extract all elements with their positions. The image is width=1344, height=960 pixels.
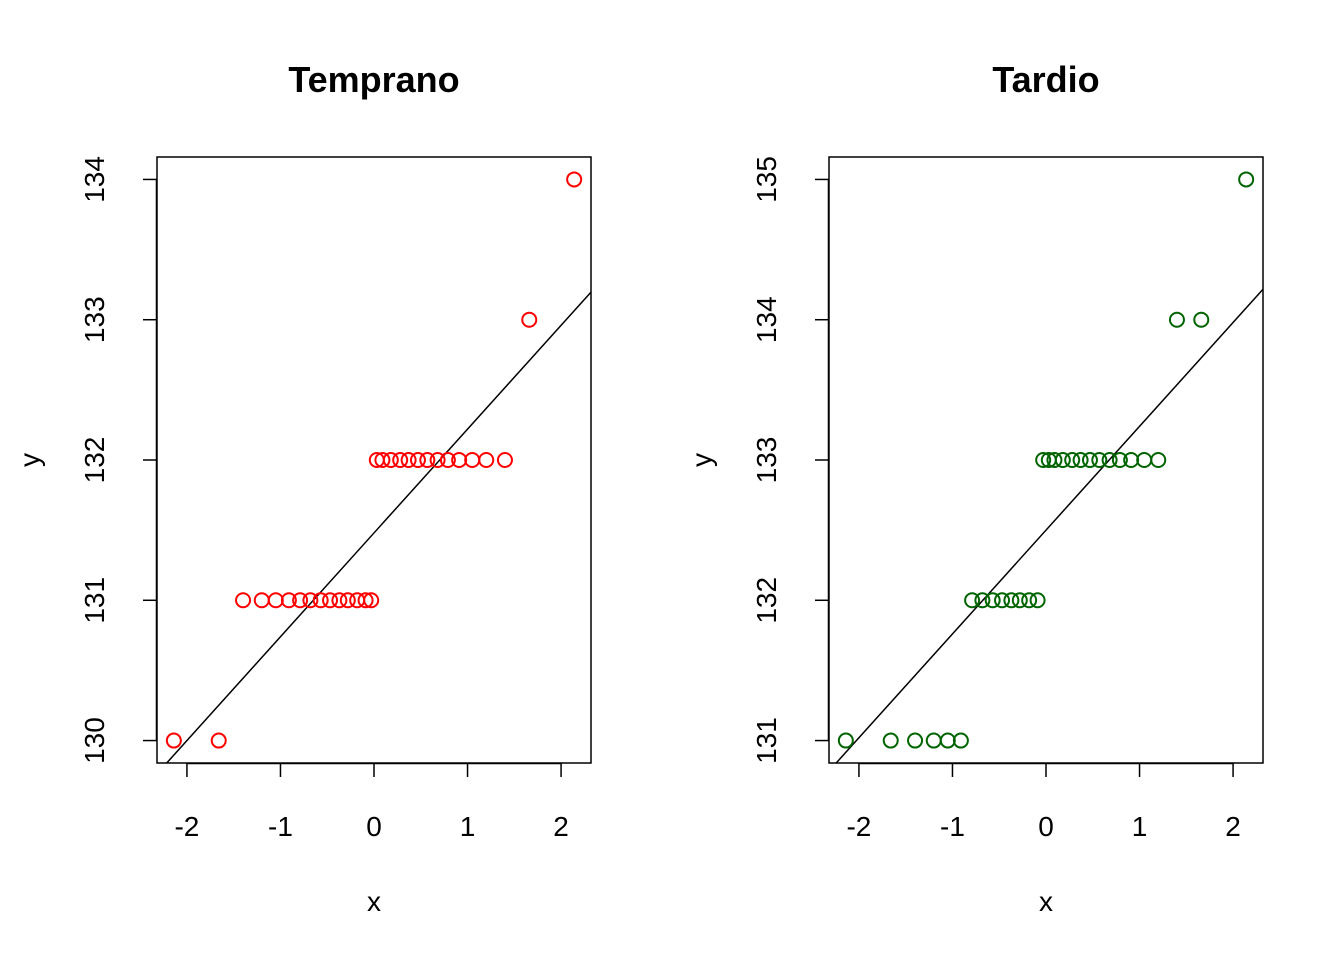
- data-point: [439, 452, 456, 468]
- data-point: [357, 592, 374, 609]
- data-point: [1021, 592, 1038, 609]
- data-point: [292, 592, 309, 609]
- y-tick-label: 133: [751, 437, 782, 484]
- y-tick-label: 130: [79, 717, 110, 764]
- data-point: [1091, 452, 1108, 468]
- data-point: [1035, 452, 1052, 468]
- y-tick-label: 131: [79, 577, 110, 624]
- data-point: [1003, 592, 1020, 609]
- x-tick-label: 2: [1225, 811, 1241, 842]
- qq-reference-line: [835, 288, 1263, 763]
- x-tick-label: 0: [366, 811, 382, 842]
- data-point: [464, 452, 481, 468]
- plot-frame: [828, 156, 1264, 764]
- data-point: [1238, 171, 1255, 188]
- data-point: [312, 592, 329, 609]
- data-point: [339, 592, 356, 609]
- chart-panel-tardio: Tardio x y -2 -1 0 1 2 131 132 133 134 135: [686, 59, 1264, 917]
- chart-title: Tardio: [992, 59, 1099, 100]
- data-point: [363, 592, 380, 609]
- data-point: [1064, 452, 1081, 468]
- data-point: [1011, 592, 1028, 609]
- data-point: [882, 732, 899, 749]
- data-point: [566, 171, 583, 188]
- data-point: [322, 592, 339, 609]
- y-axis-label: y: [14, 453, 45, 467]
- chart-panel-temprano: Temprano x y -2 -1 0 1 2 130 131 132 133 134: [14, 59, 592, 917]
- data-point: [984, 592, 1001, 609]
- data-point: [331, 592, 348, 609]
- y-tick-label: 134: [751, 296, 782, 343]
- x-tick-label: -2: [846, 811, 871, 842]
- data-point: [374, 452, 391, 468]
- y-tick-label: 134: [79, 156, 110, 203]
- data-point: [1168, 311, 1185, 328]
- data-point: [1101, 452, 1118, 468]
- qq-reference-line: [165, 291, 591, 763]
- x-tick-label: -1: [940, 811, 965, 842]
- data-point: [521, 311, 538, 328]
- data-point: [837, 732, 854, 749]
- data-point: [429, 452, 446, 468]
- data-point: [1072, 452, 1089, 468]
- data-point: [165, 732, 182, 749]
- data-point: [409, 452, 426, 468]
- data-point: [974, 592, 991, 609]
- data-point: [392, 452, 409, 468]
- data-point: [302, 592, 319, 609]
- x-tick-label: -2: [174, 811, 199, 842]
- data-point: [400, 452, 417, 468]
- x-tick-label: 1: [1132, 811, 1148, 842]
- x-tick-label: 1: [460, 811, 476, 842]
- data-point: [496, 452, 513, 468]
- data-point: [1081, 452, 1098, 468]
- data-point: [267, 592, 284, 609]
- data-point: [994, 592, 1011, 609]
- data-point: [253, 592, 270, 609]
- plot-frame: [156, 156, 592, 764]
- data-point: [382, 452, 399, 468]
- data-point: [939, 732, 956, 749]
- y-tick-label: 132: [79, 437, 110, 484]
- data-point: [1150, 452, 1167, 468]
- data-point: [1136, 452, 1153, 468]
- data-point: [1054, 452, 1071, 468]
- y-tick-label: 135: [751, 156, 782, 203]
- data-point: [1193, 311, 1210, 328]
- chart-title: Temprano: [288, 59, 459, 100]
- data-point: [235, 592, 252, 609]
- data-point: [280, 592, 297, 609]
- data-point: [478, 452, 495, 468]
- data-point: [964, 592, 981, 609]
- x-tick-label: -1: [268, 811, 293, 842]
- data-point: [1029, 592, 1046, 609]
- data-point: [1046, 452, 1063, 468]
- data-point: [952, 732, 969, 749]
- x-axis-label: x: [367, 886, 381, 917]
- x-axis-label: x: [1039, 886, 1053, 917]
- y-tick-label: 132: [751, 577, 782, 624]
- data-point: [419, 452, 436, 468]
- y-tick-label: 133: [79, 296, 110, 343]
- y-axis-label: y: [686, 453, 717, 467]
- data-point: [925, 732, 942, 749]
- data-point: [907, 732, 924, 749]
- data-point: [210, 732, 227, 749]
- x-tick-label: 0: [1038, 811, 1054, 842]
- y-tick-label: 131: [751, 717, 782, 764]
- data-point: [1111, 452, 1128, 468]
- x-tick-label: 2: [553, 811, 569, 842]
